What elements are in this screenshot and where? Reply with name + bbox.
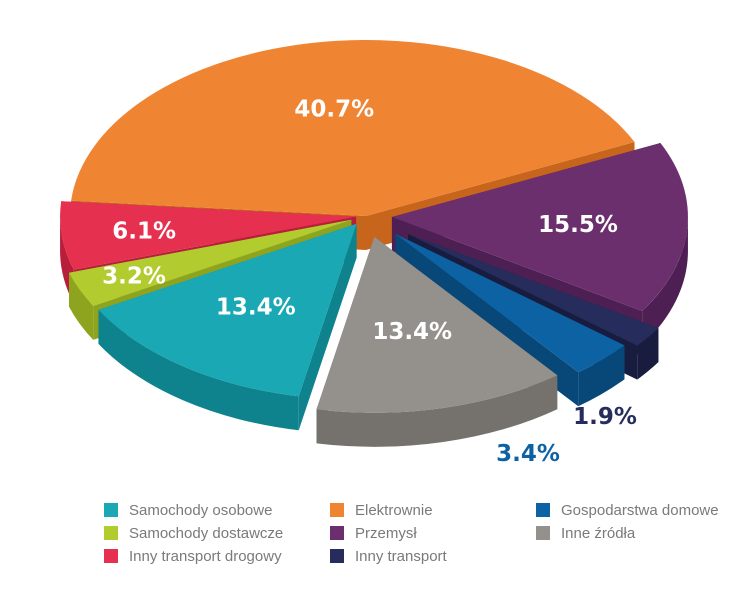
legend-swatch-inny-transport-drogowy [104, 549, 118, 563]
data-label-gospodarstwa: 3.4% [496, 441, 560, 467]
legend-item-elektrownie: Elektrownie [330, 500, 433, 520]
legend-item-samochody-dostawcze: Samochody dostawcze [104, 523, 283, 543]
legend-item-gospodarstwa-domowe: Gospodarstwa domowe [536, 500, 719, 520]
legend-swatch-gospodarstwa-domowe [536, 503, 550, 517]
data-label-inny-transport: 1.9% [573, 404, 637, 430]
legend-item-inny-transport: Inny transport [330, 546, 447, 566]
legend-swatch-samochody-dostawcze [104, 526, 118, 540]
legend-label-przemysl: Przemysł [355, 524, 417, 542]
legend-item-inny-transport-drogowy: Inny transport drogowy [104, 546, 282, 566]
data-label-samochody-dostawcze: 3.2% [102, 264, 166, 290]
legend: Samochody osobowe Samochody dostawcze In… [104, 500, 752, 570]
data-label-samochody-osobowe: 13.4% [216, 294, 296, 320]
data-label-elektrownie: 40.7% [294, 97, 374, 123]
legend-label-samochody-osobowe: Samochody osobowe [129, 501, 273, 519]
legend-swatch-przemysl [330, 526, 344, 540]
legend-swatch-inny-transport [330, 549, 344, 563]
legend-swatch-elektrownie [330, 503, 344, 517]
data-label-inne-zrodla: 13.4% [372, 319, 452, 345]
data-label-przemysl: 15.5% [538, 212, 618, 238]
legend-item-inne-zrodla: Inne źródła [536, 523, 635, 543]
legend-swatch-inne-zrodla [536, 526, 550, 540]
legend-label-elektrownie: Elektrownie [355, 501, 433, 519]
legend-item-przemysl: Przemysł [330, 523, 417, 543]
legend-label-inne-zrodla: Inne źródła [561, 524, 636, 542]
slice-inne-zrodla [316, 236, 558, 447]
legend-label-inny-transport: Inny transport [355, 547, 447, 565]
legend-item-samochody-osobowe: Samochody osobowe [104, 500, 272, 520]
legend-label-samochody-dostawcze: Samochody dostawcze [129, 524, 284, 542]
slice-samochody-osobowe [98, 223, 357, 431]
data-label-inny-transport-drogowy: 6.1% [112, 218, 176, 244]
legend-label-inny-transport-drogowy: Inny transport drogowy [129, 547, 282, 565]
legend-label-gospodarstwa-domowe: Gospodarstwa domowe [561, 501, 719, 519]
legend-swatch-samochody-osobowe [104, 503, 118, 517]
